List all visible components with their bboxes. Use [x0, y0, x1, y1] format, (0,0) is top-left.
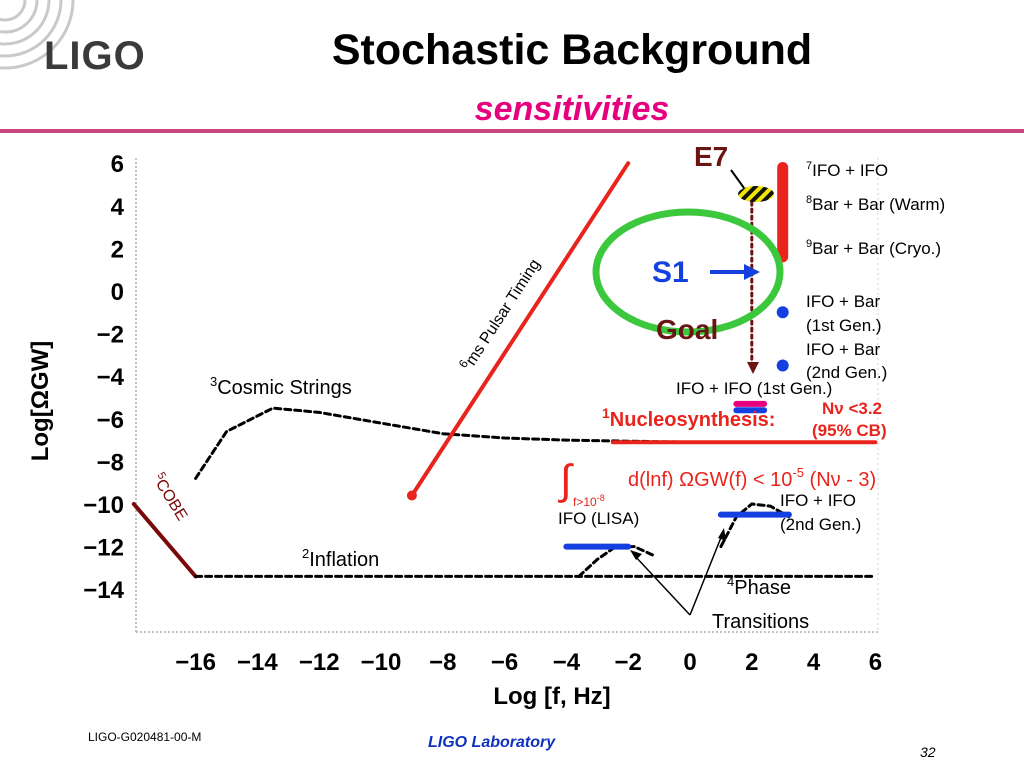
series-layer	[131, 161, 878, 579]
cb-label: (95% CB)	[812, 421, 887, 440]
x-axis-label: Log [f, Hz]	[493, 683, 610, 710]
nnu-label: Nν <3.2	[822, 399, 882, 418]
ifo-ifo-2nd-name: IFO + IFO	[780, 491, 856, 510]
page-subtitle: sensitivities	[474, 90, 670, 128]
ifo-bar-2-name: IFO + Bar	[806, 340, 880, 359]
ligo-logo: LIGO	[0, 0, 200, 110]
x-tick-label: 2	[745, 649, 758, 676]
x-tick-label: −2	[615, 649, 642, 676]
phase-arrow-right-head	[718, 528, 726, 541]
page-title: Stochastic Background	[331, 26, 813, 74]
sensitivity-marks	[563, 161, 792, 550]
pulsar-start-point	[406, 490, 417, 501]
integral-expression: d(lnf) ΩGW(f) < 10-5 (Nν - 3)	[628, 465, 876, 491]
series-phase-transitions-high	[719, 502, 791, 549]
ifo-bar-1-gen: (1st Gen.)	[806, 316, 882, 335]
y-tick-label: −14	[83, 577, 124, 604]
nucleo-label: 1Nucleosynthesis:	[602, 405, 775, 431]
sensitivity-ifo-bar-2	[776, 359, 789, 372]
legend-bar-cryo: 9Bar + Bar (Cryo.)	[806, 238, 941, 258]
s1-highlight-circle	[592, 208, 784, 336]
logo-swirl-graphic	[0, 0, 75, 70]
x-tick-label: 4	[807, 649, 821, 676]
y-tick-label: −6	[97, 407, 124, 434]
legend-ifo-ifo: 7IFO + IFO	[806, 160, 888, 180]
integral-sign: ∫	[558, 456, 574, 503]
lab-name: LIGO Laboratory	[428, 734, 556, 751]
x-tick-label: −14	[237, 649, 278, 676]
s1-label: S1	[652, 256, 689, 289]
x-tick-label: −6	[491, 649, 518, 676]
y-tick-label: −12	[83, 535, 124, 562]
inflation-label: 2Inflation	[302, 546, 379, 571]
phase-arrow-left	[633, 554, 691, 616]
e7-marker	[738, 186, 774, 202]
x-tick-label: −8	[429, 649, 456, 676]
y-axis-label-group: Log[ΩGW]	[27, 341, 54, 462]
document-id: LIGO-G020481-00-M	[88, 730, 202, 744]
goal-arrow-head	[747, 362, 759, 374]
cobe-label-group: 5COBE	[149, 470, 192, 524]
y-tick-label: −10	[83, 492, 124, 519]
goal-label: Goal	[656, 314, 718, 345]
x-tick-labels: −16 −14 −12 −10 −8 −6 −4 −2 0 2 4 6	[175, 649, 882, 676]
e7-label: E7	[694, 141, 728, 172]
legend-bar-warm: 8Bar + Bar (Warm)	[806, 194, 945, 214]
e7-arrow	[730, 169, 745, 189]
transitions-label: Transitions	[712, 611, 809, 633]
ifo-bar-2-gen: (2nd Gen.)	[806, 363, 887, 382]
ifo-bar-1-name: IFO + Bar	[806, 292, 880, 311]
y-tick-label: 4	[111, 194, 125, 221]
cosmic-strings-label: 3Cosmic Strings	[210, 374, 352, 399]
x-tick-label: −16	[175, 649, 216, 676]
sensitivity-chart: −16 −14 −12 −10 −8 −6 −4 −2 0 2 4 6 6 4 2 0 −2 −4 −6 −8 −10…	[27, 141, 945, 710]
y-tick-label: 0	[111, 279, 124, 306]
title-divider	[0, 129, 1024, 133]
y-tick-label: 2	[111, 236, 124, 263]
phase-pointer-arrows	[630, 528, 726, 616]
series-phase-transitions-low	[577, 545, 655, 578]
y-tick-label: −8	[97, 449, 124, 476]
x-tick-label: −4	[553, 649, 581, 676]
y-axis-label: Log[ΩGW]	[27, 341, 54, 462]
phase-arrow-left-head	[630, 550, 642, 560]
y-tick-labels: 6 4 2 0 −2 −4 −6 −8 −10 −12 −14	[83, 151, 124, 604]
page-number: 32	[920, 744, 936, 760]
cobe-label: 5COBE	[149, 470, 192, 524]
logo-text: LIGO	[44, 34, 146, 78]
ifo-ifo-2nd-gen: (2nd Gen.)	[780, 515, 861, 534]
integral-subscript: f>10-8	[573, 493, 605, 509]
series-cobe	[131, 502, 198, 579]
ifo-lisa-label: IFO (LISA)	[558, 509, 639, 528]
y-tick-label: −2	[97, 322, 124, 349]
y-tick-label: −4	[97, 364, 125, 391]
ifo-ifo-1st-label: IFO + IFO (1st Gen.)	[676, 379, 832, 398]
sensitivity-ifo-bar-1	[776, 306, 789, 319]
x-tick-label: −12	[299, 649, 340, 676]
x-tick-label: 0	[683, 649, 696, 676]
s1-arrow-head	[744, 264, 760, 280]
series-ms-pulsar-timing	[409, 161, 631, 498]
x-tick-label: −10	[361, 649, 402, 676]
e7-ellipse	[738, 186, 774, 202]
phase-arrow-right	[689, 534, 723, 616]
y-tick-label: 6	[111, 151, 124, 178]
phase-label: 4Phase	[727, 574, 791, 599]
x-tick-label: 6	[869, 649, 882, 676]
